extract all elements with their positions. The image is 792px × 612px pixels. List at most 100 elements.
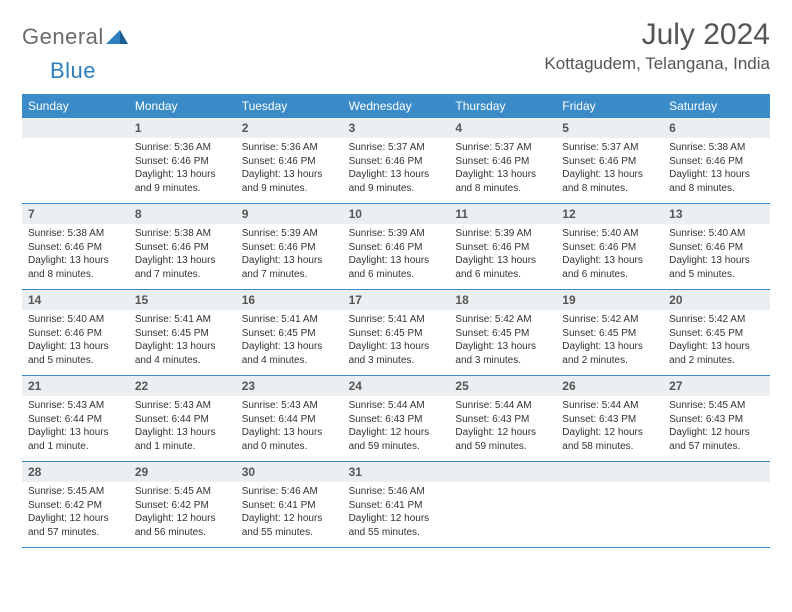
day-cell: Sunrise: 5:39 AM Sunset: 6:46 PM Dayligh… [449, 224, 556, 289]
day-number: 5 [556, 118, 663, 138]
day-cell: Sunrise: 5:43 AM Sunset: 6:44 PM Dayligh… [22, 396, 129, 461]
day-cell [449, 482, 556, 547]
day-header: Friday [556, 94, 663, 118]
day-number-row: 14151617181920 [22, 290, 770, 310]
weeks-container: 123456Sunrise: 5:36 AM Sunset: 6:46 PM D… [22, 118, 770, 548]
day-number: 19 [556, 290, 663, 310]
day-number: 21 [22, 376, 129, 396]
day-cell: Sunrise: 5:41 AM Sunset: 6:45 PM Dayligh… [343, 310, 450, 375]
day-number: 3 [343, 118, 450, 138]
day-cell: Sunrise: 5:39 AM Sunset: 6:46 PM Dayligh… [236, 224, 343, 289]
day-number: 2 [236, 118, 343, 138]
day-cell: Sunrise: 5:46 AM Sunset: 6:41 PM Dayligh… [343, 482, 450, 547]
day-number: 17 [343, 290, 450, 310]
day-cell: Sunrise: 5:40 AM Sunset: 6:46 PM Dayligh… [663, 224, 770, 289]
week-block: 21222324252627Sunrise: 5:43 AM Sunset: 6… [22, 376, 770, 462]
day-cell: Sunrise: 5:40 AM Sunset: 6:46 PM Dayligh… [22, 310, 129, 375]
day-cell [663, 482, 770, 547]
day-cell: Sunrise: 5:37 AM Sunset: 6:46 PM Dayligh… [556, 138, 663, 203]
calendar: Sunday Monday Tuesday Wednesday Thursday… [22, 94, 770, 548]
day-header: Sunday [22, 94, 129, 118]
day-number: 6 [663, 118, 770, 138]
day-cell [22, 138, 129, 203]
week-block: 28293031Sunrise: 5:45 AM Sunset: 6:42 PM… [22, 462, 770, 548]
day-cell: Sunrise: 5:38 AM Sunset: 6:46 PM Dayligh… [129, 224, 236, 289]
day-cell: Sunrise: 5:42 AM Sunset: 6:45 PM Dayligh… [449, 310, 556, 375]
day-cell: Sunrise: 5:43 AM Sunset: 6:44 PM Dayligh… [236, 396, 343, 461]
day-number: 18 [449, 290, 556, 310]
day-details-row: Sunrise: 5:36 AM Sunset: 6:46 PM Dayligh… [22, 138, 770, 203]
logo-triangle-icon [106, 26, 128, 49]
day-number [22, 118, 129, 138]
day-cell: Sunrise: 5:45 AM Sunset: 6:42 PM Dayligh… [129, 482, 236, 547]
day-number-row: 123456 [22, 118, 770, 138]
day-cell: Sunrise: 5:38 AM Sunset: 6:46 PM Dayligh… [22, 224, 129, 289]
month-title: July 2024 [544, 18, 770, 52]
day-header: Monday [129, 94, 236, 118]
day-header: Tuesday [236, 94, 343, 118]
calendar-header-row: Sunday Monday Tuesday Wednesday Thursday… [22, 94, 770, 118]
day-cell: Sunrise: 5:36 AM Sunset: 6:46 PM Dayligh… [129, 138, 236, 203]
day-number: 9 [236, 204, 343, 224]
day-number: 24 [343, 376, 450, 396]
day-cell: Sunrise: 5:45 AM Sunset: 6:43 PM Dayligh… [663, 396, 770, 461]
day-details-row: Sunrise: 5:45 AM Sunset: 6:42 PM Dayligh… [22, 482, 770, 547]
day-number [449, 462, 556, 482]
day-number: 20 [663, 290, 770, 310]
day-details-row: Sunrise: 5:40 AM Sunset: 6:46 PM Dayligh… [22, 310, 770, 375]
week-block: 78910111213Sunrise: 5:38 AM Sunset: 6:46… [22, 204, 770, 290]
day-number: 25 [449, 376, 556, 396]
day-cell: Sunrise: 5:44 AM Sunset: 6:43 PM Dayligh… [556, 396, 663, 461]
day-number: 16 [236, 290, 343, 310]
day-number: 14 [22, 290, 129, 310]
day-number: 13 [663, 204, 770, 224]
day-number: 31 [343, 462, 450, 482]
day-cell: Sunrise: 5:41 AM Sunset: 6:45 PM Dayligh… [236, 310, 343, 375]
day-number: 27 [663, 376, 770, 396]
day-cell: Sunrise: 5:39 AM Sunset: 6:46 PM Dayligh… [343, 224, 450, 289]
day-details-row: Sunrise: 5:43 AM Sunset: 6:44 PM Dayligh… [22, 396, 770, 461]
day-number: 15 [129, 290, 236, 310]
day-number: 28 [22, 462, 129, 482]
day-cell: Sunrise: 5:41 AM Sunset: 6:45 PM Dayligh… [129, 310, 236, 375]
day-number: 7 [22, 204, 129, 224]
day-details-row: Sunrise: 5:38 AM Sunset: 6:46 PM Dayligh… [22, 224, 770, 289]
day-number: 1 [129, 118, 236, 138]
logo-text-blue: Blue [50, 58, 96, 84]
day-number: 11 [449, 204, 556, 224]
location-subtitle: Kottagudem, Telangana, India [544, 54, 770, 74]
day-cell: Sunrise: 5:42 AM Sunset: 6:45 PM Dayligh… [556, 310, 663, 375]
day-number: 10 [343, 204, 450, 224]
day-number [663, 462, 770, 482]
day-cell: Sunrise: 5:45 AM Sunset: 6:42 PM Dayligh… [22, 482, 129, 547]
day-number: 12 [556, 204, 663, 224]
day-number: 8 [129, 204, 236, 224]
title-block: July 2024 Kottagudem, Telangana, India [544, 18, 770, 74]
day-cell: Sunrise: 5:40 AM Sunset: 6:46 PM Dayligh… [556, 224, 663, 289]
day-cell: Sunrise: 5:36 AM Sunset: 6:46 PM Dayligh… [236, 138, 343, 203]
day-header: Saturday [663, 94, 770, 118]
day-number-row: 78910111213 [22, 204, 770, 224]
day-number [556, 462, 663, 482]
day-number: 4 [449, 118, 556, 138]
day-cell: Sunrise: 5:46 AM Sunset: 6:41 PM Dayligh… [236, 482, 343, 547]
day-cell: Sunrise: 5:38 AM Sunset: 6:46 PM Dayligh… [663, 138, 770, 203]
day-cell: Sunrise: 5:42 AM Sunset: 6:45 PM Dayligh… [663, 310, 770, 375]
week-block: 14151617181920Sunrise: 5:40 AM Sunset: 6… [22, 290, 770, 376]
logo-text-general: General [22, 24, 104, 50]
day-number-row: 21222324252627 [22, 376, 770, 396]
day-number: 23 [236, 376, 343, 396]
day-cell: Sunrise: 5:44 AM Sunset: 6:43 PM Dayligh… [343, 396, 450, 461]
day-number: 30 [236, 462, 343, 482]
day-number: 26 [556, 376, 663, 396]
week-block: 123456Sunrise: 5:36 AM Sunset: 6:46 PM D… [22, 118, 770, 204]
day-header: Thursday [449, 94, 556, 118]
day-cell: Sunrise: 5:37 AM Sunset: 6:46 PM Dayligh… [449, 138, 556, 203]
day-header: Wednesday [343, 94, 450, 118]
day-number: 22 [129, 376, 236, 396]
day-number-row: 28293031 [22, 462, 770, 482]
day-number: 29 [129, 462, 236, 482]
day-cell: Sunrise: 5:43 AM Sunset: 6:44 PM Dayligh… [129, 396, 236, 461]
day-cell: Sunrise: 5:37 AM Sunset: 6:46 PM Dayligh… [343, 138, 450, 203]
logo: General [22, 24, 128, 50]
